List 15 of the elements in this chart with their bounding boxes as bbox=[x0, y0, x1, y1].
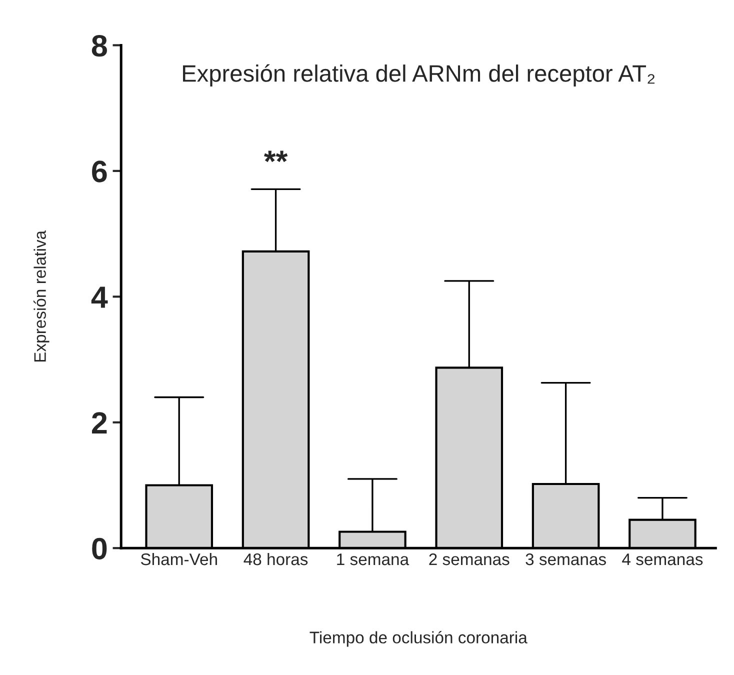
y-axis-title: Expresión relativa bbox=[34, 230, 50, 362]
x-tick-label: 4 semanas bbox=[622, 554, 703, 566]
x-tick-label: 48 horas bbox=[244, 552, 308, 566]
y-tick-label: 0 bbox=[92, 538, 107, 560]
x-tick-label: 1 semana bbox=[337, 554, 410, 566]
y-tick-label: 2 bbox=[92, 412, 107, 434]
x-tick-label: 2 semanas bbox=[429, 553, 510, 566]
y-tick-label: 6 bbox=[92, 160, 107, 182]
y-tick-label: 8 bbox=[92, 34, 107, 57]
x-tick-label: Sham-Veh bbox=[140, 552, 217, 566]
text: Expresión relativa del ARNm del receptor AT₂ bbox=[183, 64, 655, 87]
annotation: ** bbox=[264, 150, 288, 162]
x-axis-title: Tiempo de oclusión coronaria bbox=[310, 631, 528, 647]
x-tick-label: 3 semanas bbox=[526, 553, 606, 566]
y-tick-label: 4 bbox=[91, 286, 108, 308]
